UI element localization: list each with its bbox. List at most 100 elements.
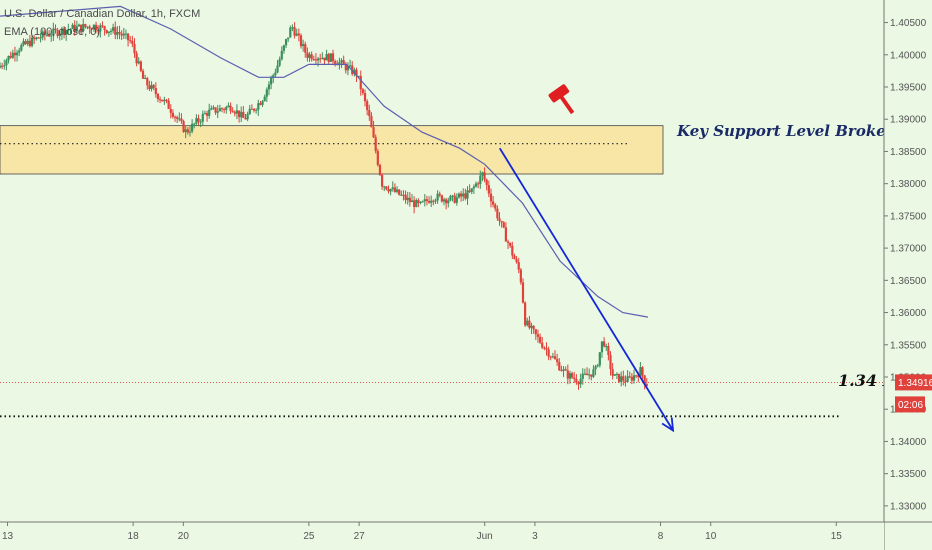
candle-body <box>9 55 12 58</box>
y-tick-label: 1.38500 <box>890 147 927 158</box>
symbol-legend[interactable]: U.S. Dollar / Canadian Dollar, 1h, FXCM <box>4 8 201 20</box>
candle-body <box>421 201 424 203</box>
y-tick-label: 1.33500 <box>890 469 927 480</box>
candle-body <box>148 85 151 90</box>
candle-body <box>585 373 589 376</box>
candle-body <box>293 27 296 36</box>
candle-body <box>203 113 207 115</box>
candle-body <box>274 72 277 76</box>
candle-body <box>242 111 245 118</box>
plot-area[interactable] <box>0 0 884 522</box>
time-axis[interactable] <box>0 522 884 550</box>
candle-body <box>193 123 196 125</box>
candle-body <box>624 380 627 382</box>
candle-body <box>643 375 646 385</box>
candle-body <box>248 108 251 115</box>
candle-body <box>214 107 217 113</box>
x-tick-label: Jun <box>477 531 493 542</box>
candle-body <box>22 41 25 46</box>
last-price-tag <box>895 374 932 391</box>
candle-body <box>295 33 298 36</box>
candle-body <box>466 190 469 199</box>
candle-body <box>73 24 76 32</box>
candle-body <box>398 189 401 195</box>
candle-body <box>459 193 463 197</box>
candle-body <box>583 373 586 375</box>
candle-body <box>406 197 409 201</box>
candle-body <box>381 175 384 187</box>
candle-body <box>208 109 211 116</box>
candle-body <box>457 193 461 198</box>
candle-body <box>5 60 8 66</box>
candle-body <box>502 222 505 228</box>
candle-body <box>37 37 40 39</box>
indicator-legend[interactable]: EMA (100, close, 0) <box>4 26 100 38</box>
candle-body <box>419 201 422 203</box>
y-tick-label: 1.40500 <box>890 18 927 29</box>
candle-body <box>13 52 17 56</box>
candle-body <box>570 373 574 378</box>
candle-body <box>205 113 209 116</box>
candle-body <box>374 137 377 152</box>
candle-body <box>28 40 31 47</box>
candle-body <box>180 118 183 122</box>
y-tick-label: 1.40000 <box>890 50 927 61</box>
candle-body <box>329 53 332 62</box>
y-tick-label: 1.37500 <box>890 211 927 222</box>
candle-body <box>385 186 388 190</box>
candle-body <box>122 33 125 36</box>
candle-body <box>237 110 241 118</box>
candle-body <box>186 129 189 133</box>
candle-body <box>220 108 224 110</box>
candle-body <box>434 200 437 202</box>
candle-body <box>33 37 36 40</box>
candle-body <box>477 183 480 185</box>
candle-body <box>86 26 89 28</box>
candle-body <box>402 194 405 196</box>
candle-body <box>344 64 347 71</box>
candle-body <box>225 107 228 110</box>
candle-body <box>150 85 153 90</box>
candle-body <box>35 37 38 40</box>
candle-body <box>549 356 552 358</box>
candle-body <box>547 349 550 357</box>
candle-body <box>173 116 177 118</box>
candle-body <box>11 52 14 58</box>
candle-body <box>316 58 320 61</box>
candle-body <box>126 33 130 41</box>
last-price-label: 1.34916 <box>898 378 932 389</box>
candle-body <box>432 200 435 202</box>
candle-body <box>82 24 85 32</box>
candle-body <box>97 30 100 32</box>
candle-body <box>393 187 397 192</box>
candle-body <box>103 26 106 30</box>
candle-body <box>80 24 83 32</box>
candle-body <box>261 100 264 105</box>
candle-body <box>314 59 318 61</box>
candle-body <box>118 31 121 34</box>
candle-body <box>310 54 313 60</box>
candle-body <box>498 218 501 221</box>
candle-body <box>56 30 59 37</box>
candle-body <box>528 320 531 328</box>
candle-body <box>617 373 621 382</box>
candle-body <box>321 57 324 59</box>
candle-body <box>536 334 540 337</box>
candle-body <box>622 376 625 381</box>
candle-body <box>54 28 57 31</box>
candle-body <box>154 88 157 94</box>
candle-body <box>524 302 527 326</box>
candle-body <box>541 342 544 348</box>
candle-body <box>590 374 593 377</box>
candle-body <box>449 196 452 201</box>
candle-body <box>218 108 221 112</box>
candle-body <box>139 61 142 71</box>
candle-body <box>517 262 520 270</box>
candle-body <box>1 65 4 67</box>
price-axis[interactable] <box>884 0 932 550</box>
candle-body <box>415 200 418 207</box>
candle-body <box>487 185 490 194</box>
candle-body <box>413 200 416 207</box>
candle-body <box>436 193 439 201</box>
